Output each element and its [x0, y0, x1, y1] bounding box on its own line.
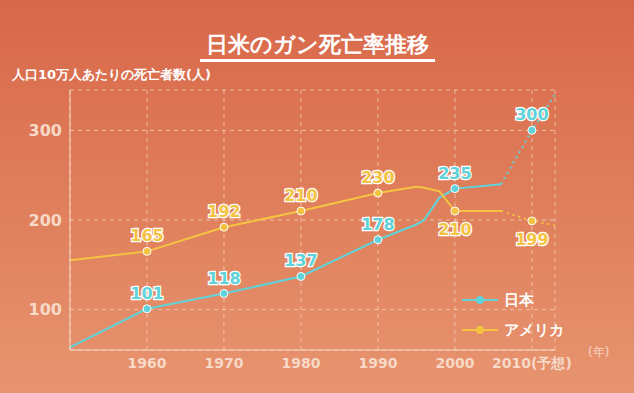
svg-text:118: 118	[207, 269, 240, 288]
svg-text:1980: 1980	[281, 355, 320, 371]
svg-text:137: 137	[284, 251, 317, 270]
html-text:(年): (年)	[588, 345, 610, 359]
svg-text:1990: 1990	[358, 355, 397, 371]
svg-text:2000: 2000	[435, 355, 474, 371]
svg-text:210: 210	[438, 220, 471, 239]
svg-text:300: 300	[29, 121, 62, 140]
svg-text:199: 199	[515, 230, 548, 249]
html-text:アメリカ: アメリカ	[504, 320, 564, 339]
html-text:人口10万人あたりの死亡者数(人): 人口10万人あたりの死亡者数(人)	[12, 67, 211, 82]
svg-text:192: 192	[207, 202, 240, 221]
html-text:日本: 日本	[504, 290, 534, 309]
svg-text:1970: 1970	[204, 355, 243, 371]
svg-text:1960: 1960	[127, 355, 166, 371]
svg-text:200: 200	[29, 211, 62, 230]
svg-text:235: 235	[438, 164, 471, 183]
svg-text:300: 300	[515, 105, 548, 124]
svg-text:210: 210	[284, 186, 317, 205]
svg-text:178: 178	[361, 215, 394, 234]
svg-text:100: 100	[29, 300, 62, 319]
html-text:日米のガン死亡率推移: 日米のガン死亡率推移	[205, 32, 429, 57]
svg-text:2010(予想): 2010(予想)	[492, 355, 572, 371]
svg-text:230: 230	[361, 168, 394, 187]
svg-text:165: 165	[130, 226, 163, 245]
svg-text:101: 101	[130, 284, 163, 303]
